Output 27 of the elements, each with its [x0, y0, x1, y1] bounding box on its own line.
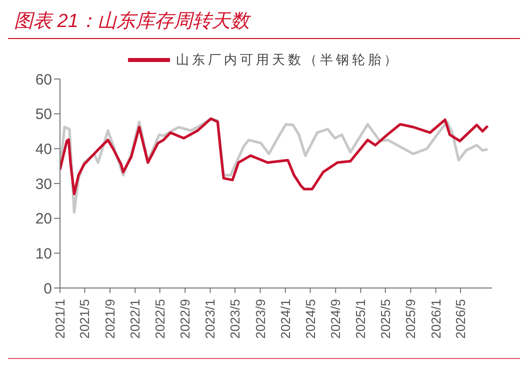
y-tick-label: 0: [44, 280, 52, 298]
y-tick-label: 50: [35, 106, 52, 124]
x-tick-label: 2021/9: [102, 299, 118, 339]
y-tick-label: 10: [35, 245, 52, 262]
y-tick-label: 20: [35, 210, 52, 228]
x-tick-label: 2023/1: [202, 299, 218, 339]
x-tick-label: 2022/5: [152, 299, 168, 339]
x-tick-label: 2021/1: [52, 299, 68, 339]
x-tick-label: 2025/1: [353, 299, 368, 339]
x-tick-label: 2026/5: [453, 299, 468, 339]
x-tick-label: 2022/1: [128, 299, 143, 339]
x-tick-label: 2024/1: [278, 299, 293, 339]
y-tick-label: 40: [35, 140, 52, 158]
x-tick-label: 2024/5: [302, 299, 318, 339]
x-tick-label: 2022/9: [178, 299, 193, 339]
x-tick-label: 2021/5: [77, 299, 92, 339]
x-tick-label: 2024/9: [328, 299, 344, 339]
line-series: [60, 117, 489, 196]
legend-label: 山东厂内可用天数（半钢轮胎）: [176, 52, 400, 69]
x-tick-label: 2023/9: [252, 299, 268, 339]
chart-title: 图表 21：山东库存周转天数: [8, 8, 520, 39]
x-tick-label: 2025/9: [403, 299, 418, 339]
x-tick-label: 2023/5: [227, 299, 242, 339]
y-tick-label: 60: [35, 71, 52, 88]
y-tick-label: 30: [35, 176, 52, 193]
x-tick-label: 2026/1: [428, 299, 444, 339]
x-tick-label: 2025/5: [378, 299, 393, 339]
